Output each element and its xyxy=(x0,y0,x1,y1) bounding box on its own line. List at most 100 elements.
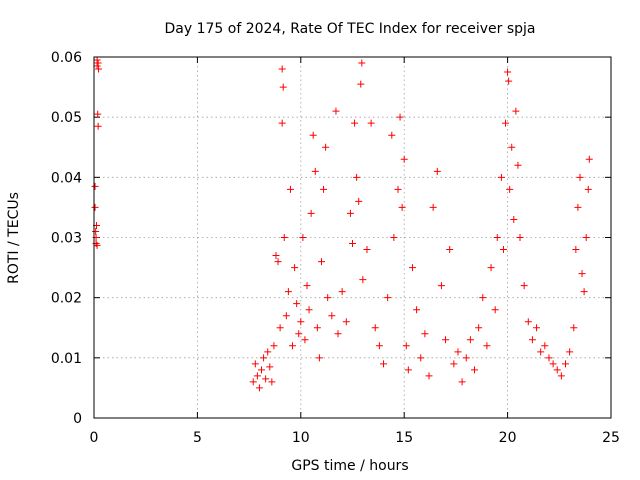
y-tick-label: 0.04 xyxy=(51,170,82,186)
data-point xyxy=(566,348,574,356)
data-point xyxy=(297,318,305,326)
data-point xyxy=(262,375,270,383)
plot-frame xyxy=(93,56,612,419)
data-point xyxy=(264,348,272,356)
data-point xyxy=(309,131,317,139)
data-point xyxy=(307,209,315,217)
data-point xyxy=(479,294,487,302)
data-point xyxy=(514,161,522,169)
data-point xyxy=(91,203,99,211)
data-point xyxy=(258,366,266,374)
data-point xyxy=(471,366,479,374)
x-axis-label: GPS time / hours xyxy=(291,458,408,474)
x-tick-label: 0 xyxy=(90,430,99,446)
data-point xyxy=(278,119,286,127)
data-point xyxy=(353,173,361,181)
data-point xyxy=(268,378,276,386)
data-point xyxy=(417,354,425,362)
x-tick-label: 25 xyxy=(602,430,620,446)
data-point xyxy=(437,282,445,290)
data-point xyxy=(458,378,466,386)
data-point xyxy=(284,288,292,296)
data-point xyxy=(299,234,307,241)
data-point xyxy=(93,56,101,64)
data-point xyxy=(582,234,590,241)
data-point xyxy=(280,234,288,241)
data-point xyxy=(502,119,510,127)
data-point xyxy=(584,185,592,193)
data-point xyxy=(359,276,367,284)
data-point xyxy=(93,241,101,249)
data-point xyxy=(562,360,570,368)
data-point xyxy=(95,65,103,73)
data-point xyxy=(384,294,392,302)
data-point xyxy=(289,342,297,350)
data-point xyxy=(266,363,274,371)
data-point xyxy=(475,324,483,332)
data-point xyxy=(545,354,553,362)
data-point xyxy=(313,324,321,332)
data-point xyxy=(270,342,278,350)
x-tick-label: 5 xyxy=(193,430,202,446)
data-point xyxy=(528,336,536,344)
data-point xyxy=(332,107,340,115)
data-point xyxy=(388,131,396,139)
data-point xyxy=(328,312,336,320)
data-point xyxy=(367,119,375,127)
data-point xyxy=(533,324,541,332)
data-point xyxy=(483,342,491,350)
data-point xyxy=(293,300,301,308)
data-point xyxy=(91,182,99,190)
data-point xyxy=(322,143,330,151)
chart-title: Day 175 of 2024, Rate Of TEC Index for r… xyxy=(164,21,535,37)
data-point xyxy=(537,348,545,356)
data-point xyxy=(491,306,499,314)
data-point xyxy=(454,348,462,356)
data-point xyxy=(94,110,102,118)
data-point xyxy=(499,246,507,254)
data-point xyxy=(278,65,286,73)
data-point xyxy=(549,360,557,368)
data-point xyxy=(508,143,516,151)
data-point xyxy=(363,246,371,254)
data-point xyxy=(400,155,408,163)
data-point xyxy=(380,360,388,368)
data-point xyxy=(346,209,354,217)
data-point xyxy=(355,197,363,205)
data-point xyxy=(291,264,299,272)
data-point xyxy=(408,264,416,272)
data-point xyxy=(487,264,495,272)
y-tick-label: 0.06 xyxy=(51,50,82,66)
data-point xyxy=(93,62,101,70)
data-point xyxy=(92,227,100,235)
data-point xyxy=(94,59,102,67)
data-point xyxy=(450,360,458,368)
data-point xyxy=(516,234,524,241)
data-point xyxy=(396,113,404,121)
data-point xyxy=(524,318,532,326)
data-point xyxy=(520,282,528,290)
data-point xyxy=(390,234,398,241)
data-point xyxy=(282,312,290,320)
data-point xyxy=(504,68,512,76)
data-point xyxy=(351,119,359,127)
data-points xyxy=(91,56,593,392)
data-point xyxy=(301,336,309,344)
data-point xyxy=(433,167,441,175)
data-point xyxy=(272,252,280,260)
data-point xyxy=(493,234,501,241)
y-tick-label: 0.05 xyxy=(51,110,82,126)
data-point xyxy=(576,173,584,181)
y-tick-labels: 0 0.01 0.02 0.03 0.04 0.05 0.06 xyxy=(51,50,82,427)
data-point xyxy=(512,107,520,115)
data-point xyxy=(320,185,328,193)
data-point xyxy=(413,306,421,314)
data-point xyxy=(394,185,402,193)
data-point xyxy=(342,318,350,326)
data-point xyxy=(315,354,323,362)
data-point xyxy=(404,366,412,374)
data-point xyxy=(94,122,102,130)
data-point xyxy=(303,282,311,290)
data-point xyxy=(295,330,303,338)
